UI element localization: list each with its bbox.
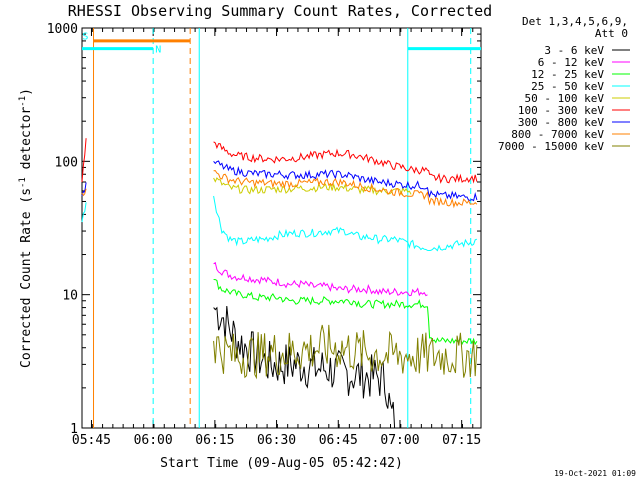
series-line [213,305,396,429]
y-axis-label: Corrected Count Rate (s-1 detector-1) [18,88,34,368]
x-tick-label: 06:00 [134,433,173,448]
legend-label: 50 - 100 keV [525,92,605,105]
legend-label: 12 - 25 keV [531,68,604,81]
y-tick-label: 1 [70,422,78,437]
legend-label: 800 - 7000 keV [511,128,604,141]
flag-marker: N [155,45,161,56]
series-line [213,324,478,380]
y-tick-label: 10 [62,289,78,304]
x-tick-label: 06:30 [257,433,296,448]
legend-label: 300 - 800 keV [518,116,604,129]
x-tick-label: 06:45 [319,433,358,448]
series-line [213,261,428,297]
x-tick-label: 07:15 [442,433,481,448]
chart-title: RHESSI Observing Summary Count Rates, Co… [68,2,492,20]
flag-marker: S [82,31,88,42]
plot-frame [81,27,482,429]
y-tick-label: 100 [55,155,78,170]
legend-label: 7000 - 15000 keV [498,140,604,153]
legend-label: 25 - 50 keV [531,80,604,93]
x-tick-label: 05:45 [72,433,111,448]
series-line [81,160,478,202]
series-line [81,138,478,184]
legend-header: Det 1,3,4,5,6,9, [522,15,628,28]
x-tick-label: 06:15 [195,433,234,448]
legend-header: Att 0 [595,27,628,40]
series-line [213,177,412,196]
x-axis-label: Start Time (09-Aug-05 05:42:42) [160,456,403,471]
series-line [81,195,478,252]
x-tick-label: 07:00 [380,433,419,448]
legend-label: 3 - 6 keV [544,44,604,57]
generation-timestamp: 19-Oct-2021 01:09 [554,469,636,478]
legend-label: 6 - 12 keV [538,56,605,69]
legend-label: 100 - 300 keV [518,104,604,117]
y-tick-label: 1000 [47,22,78,37]
series-line [81,170,478,209]
